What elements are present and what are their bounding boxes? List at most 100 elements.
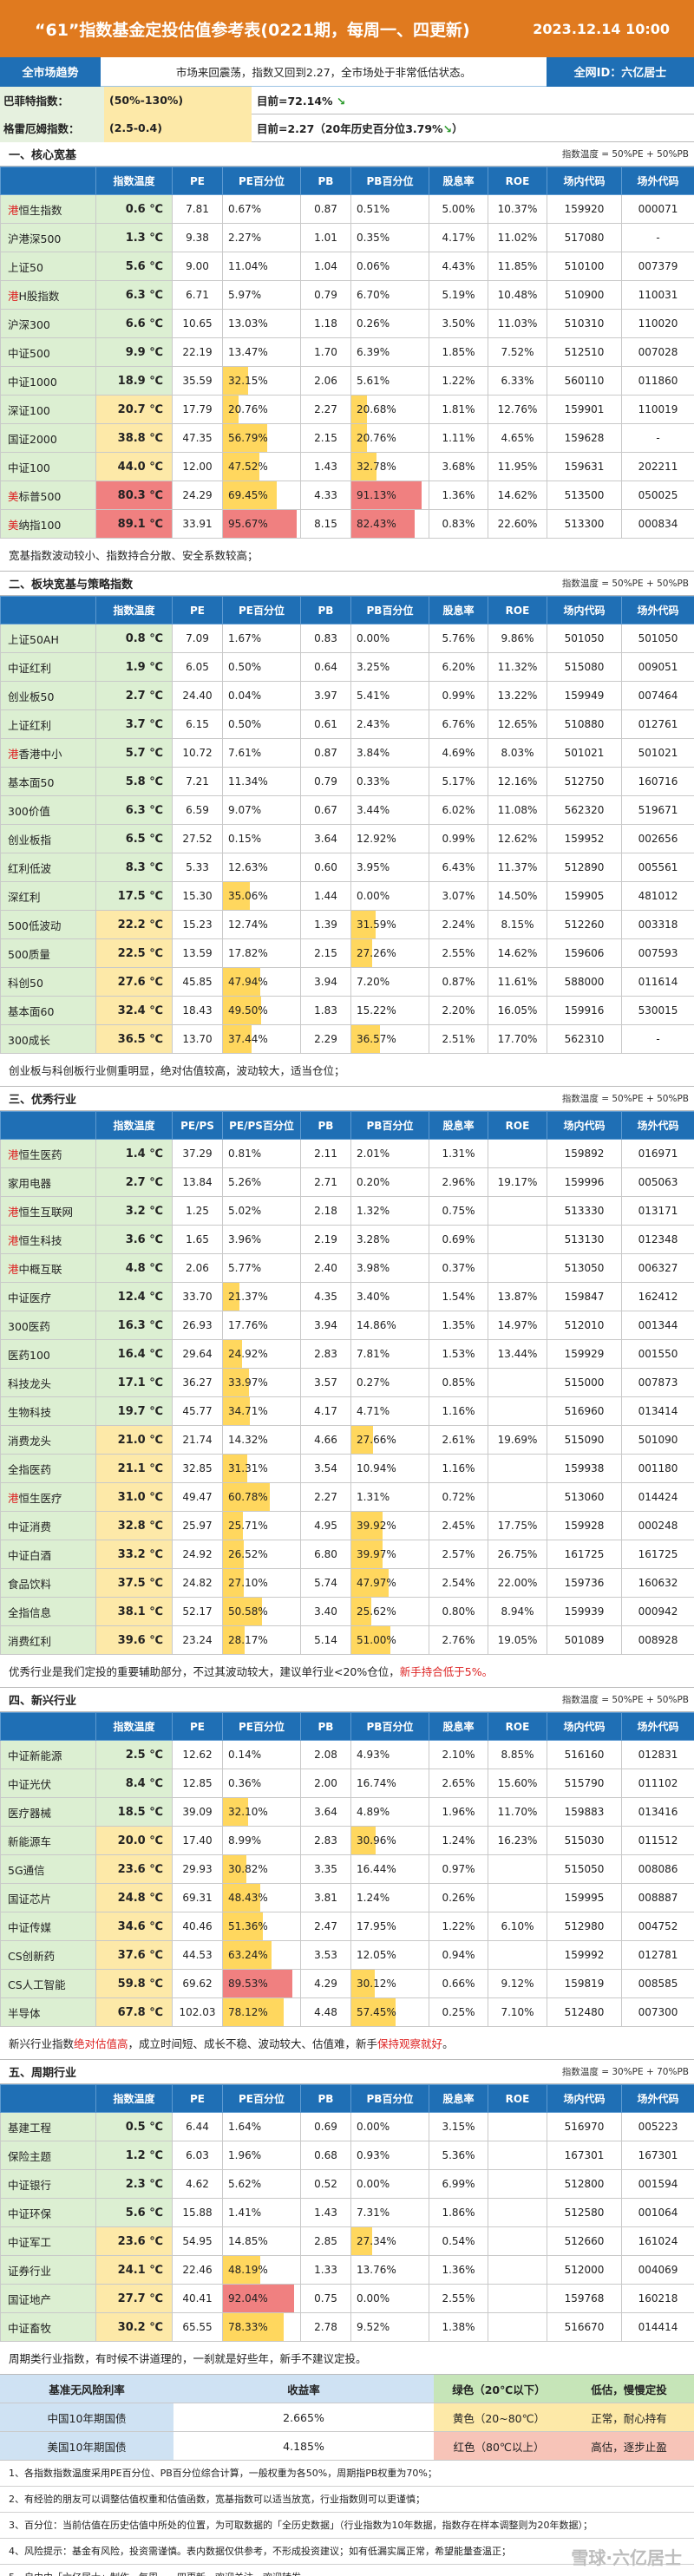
index-temperature: 80.3 ℃ xyxy=(95,481,173,510)
index-name-text: 中证消费 xyxy=(8,1520,52,1533)
roe xyxy=(488,2226,547,2256)
pb-percentile: 12.92% xyxy=(350,824,429,853)
index-name-text: 沪港深500 xyxy=(8,232,62,245)
index-name-text: 中概互联 xyxy=(18,1262,62,1276)
otc-code-value: - xyxy=(656,1033,660,1045)
pe: 22.19 xyxy=(172,337,223,367)
index-temperature: 8.4 ℃ xyxy=(95,1769,173,1798)
pe-percentile-value: 11.34% xyxy=(228,775,268,788)
otc-code-value: 001550 xyxy=(638,1348,678,1360)
otc-code: 008086 xyxy=(621,1854,694,1884)
index-name-text: 半导体 xyxy=(8,2006,41,2020)
pe: 39.09 xyxy=(172,1797,223,1827)
dividend-yield-value: 1.31% xyxy=(442,1147,475,1160)
index-name: 港恒生科技 xyxy=(0,1225,96,1254)
pb-percentile-value: 15.22% xyxy=(357,1004,396,1017)
otc-code: 519671 xyxy=(621,795,694,825)
roe xyxy=(488,2198,547,2227)
dividend-yield: 0.75% xyxy=(429,1196,488,1226)
pb: 2.19 xyxy=(300,1225,351,1254)
pb-percentile-value: 20.76% xyxy=(357,432,396,444)
exchange-code-value: 159768 xyxy=(564,2292,605,2305)
pe: 13.70 xyxy=(172,1024,223,1054)
index-temperature: 0.5 ℃ xyxy=(95,2112,173,2141)
index-name: 基建工程 xyxy=(0,2112,96,2141)
exchange-code-value: 512480 xyxy=(564,2006,605,2018)
pb-percentile: 3.98% xyxy=(350,1253,429,1283)
otc-code-value: 008086 xyxy=(638,1863,678,1875)
pb-percentile: 5.41% xyxy=(350,681,429,710)
dividend-yield-value: 6.43% xyxy=(442,861,475,873)
pb-value: 4.95 xyxy=(314,1520,337,1532)
percentile-bar xyxy=(223,1283,240,1311)
index-name: 半导体 xyxy=(0,1997,96,2027)
column-header: 场外代码 xyxy=(621,2084,694,2113)
dividend-yield-value: 4.43% xyxy=(442,260,475,272)
pe-percentile-value: 34.71% xyxy=(228,1405,268,1417)
dividend-yield: 0.72% xyxy=(429,1482,488,1512)
roe: 6.33% xyxy=(488,366,547,396)
pb: 0.64 xyxy=(300,652,351,682)
index-temperature: 1.4 ℃ xyxy=(95,1139,173,1168)
percentile-bar xyxy=(223,1455,247,1482)
roe xyxy=(488,1482,547,1512)
exchange-code: 159929 xyxy=(547,1339,622,1369)
percentile-bar xyxy=(223,1912,263,1940)
pe-percentile-value: 13.47% xyxy=(228,346,268,358)
pb-percentile-value: 6.70% xyxy=(357,289,390,301)
pe: 4.62 xyxy=(172,2169,223,2199)
pb: 2.06 xyxy=(300,366,351,396)
pb: 1.70 xyxy=(300,337,351,367)
dividend-yield-value: 0.94% xyxy=(442,1949,475,1961)
pb-percentile-value: 5.41% xyxy=(357,690,390,702)
otc-code-value: 012348 xyxy=(638,1233,678,1246)
pe: 22.46 xyxy=(172,2255,223,2285)
exchange-code-value: 159892 xyxy=(564,1147,605,1160)
exchange-code-value: 515090 xyxy=(564,1434,605,1446)
pe-value: 37.29 xyxy=(182,1147,213,1160)
pb-percentile: 4.89% xyxy=(350,1797,429,1827)
index-temperature: 12.4 ℃ xyxy=(95,1282,173,1311)
author-id: 全网ID：六亿居士 xyxy=(547,56,694,87)
pb: 2.08 xyxy=(300,1740,351,1769)
roe: 11.70% xyxy=(488,1797,547,1827)
index-name: 红利低波 xyxy=(0,853,96,882)
temperature-value: 23.6 ℃ xyxy=(117,1862,163,1876)
pb-percentile-value: 0.00% xyxy=(357,2178,390,2190)
pe-value: 69.62 xyxy=(182,1978,213,1990)
pe-value: 54.95 xyxy=(182,2235,213,2247)
dividend-yield-value: 2.20% xyxy=(442,1004,475,1017)
otc-code: 012761 xyxy=(621,709,694,739)
pe-percentile-value: 26.52% xyxy=(228,1548,268,1560)
percentile-bar xyxy=(223,1941,272,1969)
market-prefix: 港 xyxy=(8,1147,19,1161)
table-row: 300成长 36.5 ℃ 13.70 37.44% 2.29 36.57% 2.51% 17.… xyxy=(0,1024,694,1054)
pe-percentile: 69.45% xyxy=(222,481,301,510)
pb-percentile: 1.32% xyxy=(350,1196,429,1226)
otc-code: 004752 xyxy=(621,1912,694,1941)
pe-value: 45.85 xyxy=(182,976,213,988)
otc-code: 002656 xyxy=(621,824,694,853)
dividend-yield: 6.02% xyxy=(429,795,488,825)
pb-value: 3.57 xyxy=(314,1376,337,1389)
otc-code-value: 007379 xyxy=(638,260,678,272)
pb-percentile-value: 7.20% xyxy=(357,976,390,988)
pb-percentile: 3.95% xyxy=(350,853,429,882)
dividend-yield: 0.25% xyxy=(429,1997,488,2027)
otc-code: 001180 xyxy=(621,1454,694,1483)
roe: 11.08% xyxy=(488,795,547,825)
section-header: 二、板块宽基与策略指数 指数温度 = 50%PE + 50%PB xyxy=(0,572,694,596)
pe: 6.05 xyxy=(172,652,223,682)
percentile-bar xyxy=(352,1799,356,1826)
index-temperature: 19.7 ℃ xyxy=(95,1396,173,1426)
percentile-bar xyxy=(351,1512,383,1540)
pe-percentile: 5.77% xyxy=(222,1253,301,1283)
pe: 6.44 xyxy=(172,2112,223,2141)
dividend-yield-value: 1.38% xyxy=(442,2321,475,2333)
otc-code-value: 001180 xyxy=(638,1462,678,1474)
otc-code: 481012 xyxy=(621,881,694,911)
pb: 1.33 xyxy=(300,2255,351,2285)
otc-code: - xyxy=(621,423,694,453)
dividend-yield-value: 1.53% xyxy=(442,1348,475,1360)
dividend-yield: 6.43% xyxy=(429,853,488,882)
